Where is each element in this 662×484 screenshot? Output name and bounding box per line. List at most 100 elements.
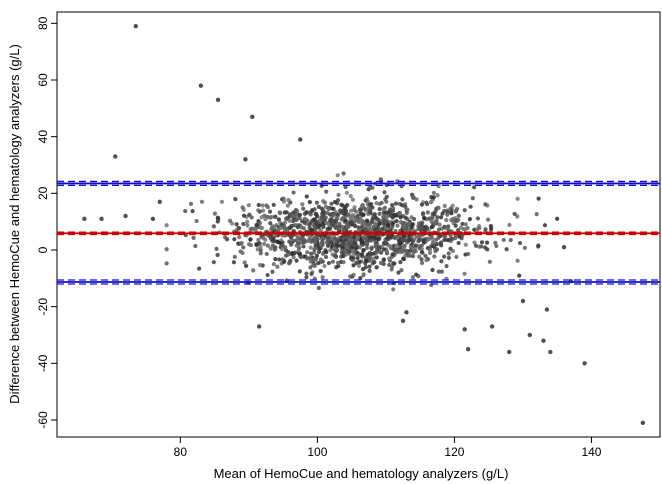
data-point <box>296 248 301 253</box>
data-point <box>263 216 268 222</box>
data-point <box>385 249 390 255</box>
data-point <box>448 206 453 211</box>
data-point <box>373 215 378 220</box>
data-point <box>442 254 447 259</box>
data-point <box>383 210 389 215</box>
data-point <box>401 237 406 243</box>
data-point <box>336 263 341 269</box>
data-point <box>113 154 118 159</box>
data-point <box>298 137 303 142</box>
data-point <box>351 263 356 268</box>
data-point <box>424 225 430 230</box>
data-point <box>308 245 313 250</box>
data-point <box>470 196 475 201</box>
data-point <box>317 223 322 228</box>
data-point <box>356 263 362 268</box>
data-point <box>335 173 340 178</box>
data-point <box>541 338 546 343</box>
data-point <box>400 203 405 208</box>
data-point <box>193 243 198 249</box>
data-point <box>372 236 378 241</box>
data-point <box>304 194 309 199</box>
data-point <box>279 225 284 231</box>
data-point <box>442 203 447 209</box>
data-point <box>443 225 448 231</box>
data-point <box>372 260 377 265</box>
data-point <box>302 237 307 242</box>
data-point <box>245 219 250 224</box>
data-point <box>372 212 377 217</box>
data-point <box>356 219 361 225</box>
data-point <box>442 237 447 243</box>
data-point <box>431 190 436 196</box>
data-point <box>488 223 493 229</box>
data-point <box>439 259 444 264</box>
data-point <box>286 252 291 257</box>
data-point <box>411 217 417 222</box>
data-point <box>445 209 450 214</box>
data-point <box>364 238 369 243</box>
data-point <box>300 202 305 207</box>
data-point <box>430 240 436 245</box>
data-point <box>382 190 387 195</box>
data-point <box>304 275 309 280</box>
data-point <box>253 228 258 233</box>
data-point <box>453 223 458 228</box>
data-point <box>460 221 465 227</box>
data-point <box>456 213 461 218</box>
data-point <box>479 240 485 245</box>
data-point <box>214 246 219 251</box>
data-point <box>280 257 285 262</box>
data-point <box>429 218 434 224</box>
data-point <box>355 235 360 241</box>
data-point <box>150 216 156 222</box>
data-point <box>456 240 461 246</box>
data-point <box>416 238 421 244</box>
data-point <box>367 254 372 259</box>
data-point <box>291 190 296 195</box>
data-point <box>332 199 338 205</box>
data-point <box>348 220 353 225</box>
data-point <box>265 205 270 210</box>
data-point <box>320 217 325 222</box>
data-point <box>372 195 378 200</box>
data-point <box>408 248 413 253</box>
data-point <box>446 251 451 256</box>
data-point <box>473 243 479 248</box>
data-point <box>388 245 393 251</box>
data-point <box>277 257 282 262</box>
data-point <box>258 225 263 230</box>
data-point <box>432 220 437 226</box>
data-point <box>164 223 169 228</box>
data-point <box>271 236 276 241</box>
data-point <box>260 203 265 208</box>
data-point <box>507 349 512 355</box>
data-point <box>434 242 439 247</box>
data-point <box>323 220 329 225</box>
data-point <box>312 207 317 212</box>
data-point <box>281 196 286 201</box>
data-point <box>463 242 468 247</box>
data-point <box>410 254 416 259</box>
data-point <box>463 222 468 227</box>
data-point <box>194 218 199 224</box>
data-point <box>403 253 408 258</box>
data-point <box>233 197 238 202</box>
data-point <box>211 260 216 265</box>
data-point <box>479 244 484 249</box>
data-point <box>308 259 313 264</box>
data-point <box>350 213 356 218</box>
data-point <box>308 265 313 270</box>
data-point <box>435 215 440 220</box>
data-point <box>341 260 346 265</box>
y-tick-label: 0 <box>36 246 50 253</box>
data-point <box>280 247 285 252</box>
data-point <box>446 237 451 243</box>
data-point <box>254 242 259 247</box>
data-point <box>536 244 541 249</box>
data-point <box>212 211 218 216</box>
data-point <box>357 245 363 250</box>
data-point <box>267 209 273 214</box>
data-point <box>399 268 404 273</box>
data-point <box>340 203 345 208</box>
